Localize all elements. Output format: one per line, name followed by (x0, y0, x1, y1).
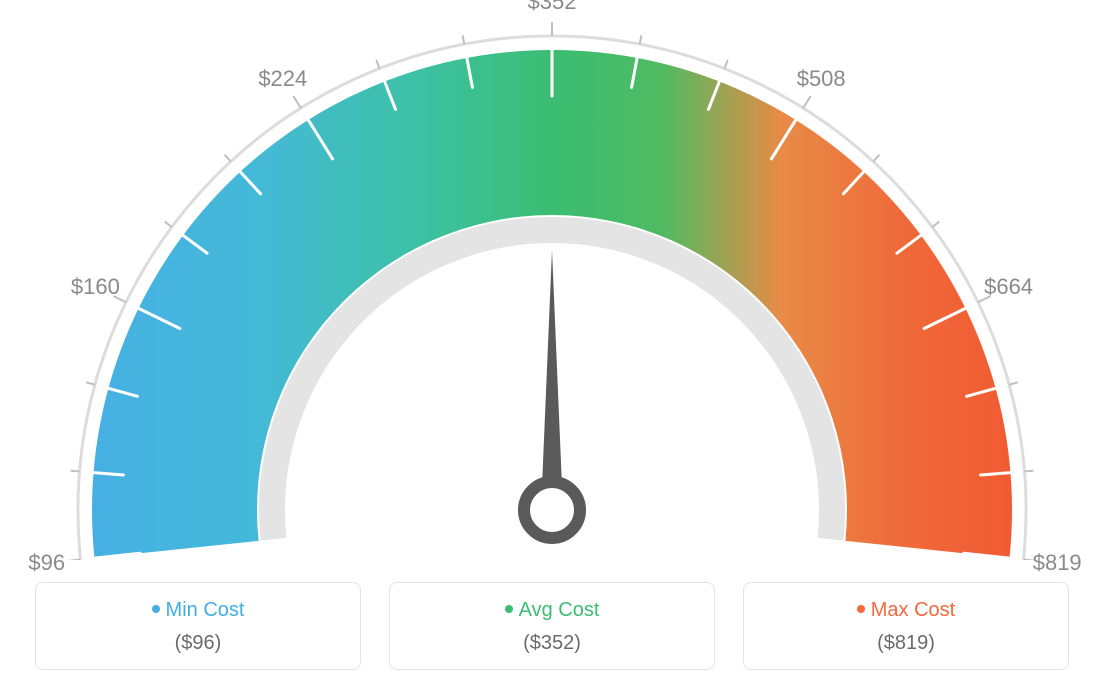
legend-row: Min Cost ($96) Avg Cost ($352) Max Cost … (35, 582, 1069, 670)
legend-title-avg-text: Avg Cost (519, 599, 600, 621)
legend-title-min: Min Cost (46, 599, 350, 622)
dot-icon-min (152, 605, 160, 613)
gauge-label: $664 (984, 274, 1033, 300)
legend-title-min-text: Min Cost (166, 599, 245, 621)
gauge-label: $96 (28, 550, 65, 576)
gauge-label: $224 (258, 66, 307, 92)
legend-value-max: ($819) (754, 632, 1058, 655)
gauge-chart: $96$160$224$352$508$664$819 (0, 0, 1104, 560)
legend-title-avg: Avg Cost (400, 599, 704, 622)
gauge-label: $160 (71, 274, 120, 300)
legend-value-avg: ($352) (400, 632, 704, 655)
gauge-label: $508 (797, 66, 846, 92)
legend-title-max: Max Cost (754, 599, 1058, 622)
legend-value-min: ($96) (46, 632, 350, 655)
gauge-label: $352 (528, 0, 577, 15)
legend-title-max-text: Max Cost (871, 599, 955, 621)
gauge-label: $819 (1033, 550, 1082, 576)
chart-wrapper: $96 $160 $224 $352 $508 $664 $819 Min Cost ($9… (0, 0, 1104, 690)
legend-card-max: Max Cost ($819) (743, 582, 1069, 670)
dot-icon-max (857, 605, 865, 613)
gauge-svg (0, 0, 1104, 560)
dot-icon-avg (505, 605, 513, 613)
legend-card-min: Min Cost ($96) (35, 582, 361, 670)
legend-card-avg: Avg Cost ($352) (389, 582, 715, 670)
